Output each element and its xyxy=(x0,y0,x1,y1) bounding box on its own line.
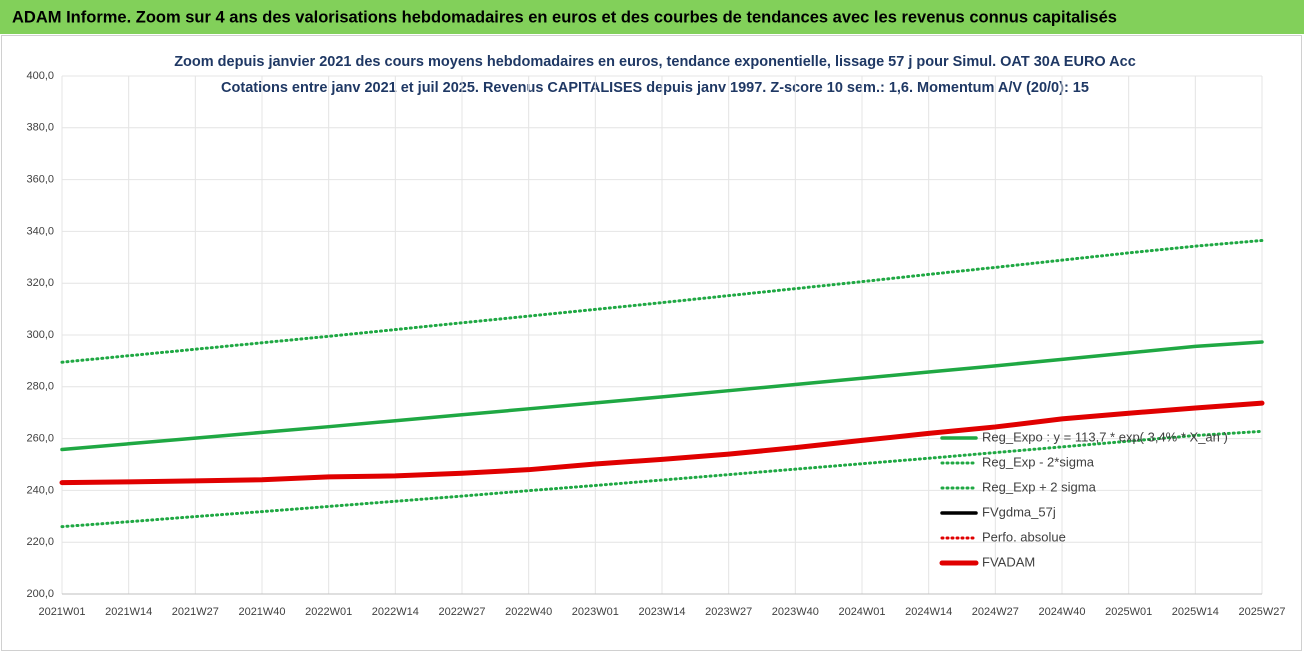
series-line xyxy=(60,340,1264,452)
x-tick-label: 2024W14 xyxy=(905,606,952,618)
x-tick-label: 2022W27 xyxy=(438,606,485,618)
y-tick-label: 280,0 xyxy=(26,381,54,393)
x-tick-label: 2023W14 xyxy=(638,606,685,618)
x-tick-label: 2021W14 xyxy=(105,606,152,618)
legend-label: Reg_Expo : y = 113,7 * exp( 3,4% * X_an … xyxy=(982,429,1228,444)
y-tick-label: 300,0 xyxy=(26,329,54,341)
y-tick-label: 260,0 xyxy=(26,433,54,445)
x-tick-label: 2021W01 xyxy=(38,606,85,618)
x-tick-label: 2022W14 xyxy=(372,606,419,618)
x-tick-label: 2025W27 xyxy=(1238,606,1285,618)
y-tick-label: 340,0 xyxy=(26,225,54,237)
legend-label: FVADAM xyxy=(982,554,1035,569)
legend-label: Reg_Exp - 2*sigma xyxy=(982,454,1095,469)
x-tick-label: 2021W27 xyxy=(172,606,219,618)
chart-subtitle: Cotations entre janv 2021 et juil 2025. … xyxy=(221,80,1089,96)
legend-label: Perfo. absolue xyxy=(982,529,1066,544)
page-title: ADAM Informe. Zoom sur 4 ans des valoris… xyxy=(12,8,1117,26)
x-tick-label: 2022W01 xyxy=(305,606,352,618)
legend-label: FVgdma_57j xyxy=(982,504,1056,519)
y-tick-label: 220,0 xyxy=(26,536,54,548)
title-bar xyxy=(0,0,1304,34)
y-tick-label: 360,0 xyxy=(26,174,54,186)
x-tick-label: 2022W40 xyxy=(505,606,552,618)
chart-title: Zoom depuis janvier 2021 des cours moyen… xyxy=(174,54,1136,70)
x-tick-label: 2023W40 xyxy=(772,606,819,618)
y-tick-label: 320,0 xyxy=(26,277,54,289)
x-tick-label: 2023W27 xyxy=(705,606,752,618)
chart-frame xyxy=(1,35,1302,651)
legend-label: Reg_Exp + 2 sigma xyxy=(982,479,1097,494)
x-tick-label: 2021W40 xyxy=(238,606,285,618)
y-tick-label: 380,0 xyxy=(26,122,54,134)
x-tick-label: 2024W01 xyxy=(838,606,885,618)
x-tick-label: 2023W01 xyxy=(572,606,619,618)
x-tick-label: 2024W27 xyxy=(972,606,1019,618)
y-tick-label: 240,0 xyxy=(26,484,54,496)
y-tick-label: 400,0 xyxy=(26,70,54,82)
series-line xyxy=(60,429,1264,529)
x-tick-label: 2025W01 xyxy=(1105,606,1152,618)
x-tick-label: 2024W40 xyxy=(1038,606,1085,618)
x-tick-label: 2025W14 xyxy=(1172,606,1219,618)
series-line xyxy=(59,400,1265,486)
y-tick-label: 200,0 xyxy=(26,588,54,600)
series-line xyxy=(60,238,1264,364)
